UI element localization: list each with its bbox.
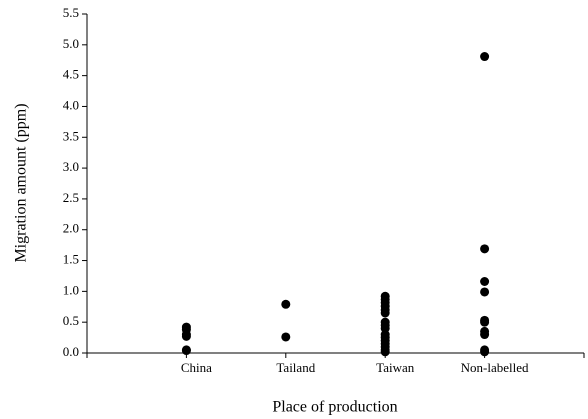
dot	[480, 347, 490, 357]
dot	[480, 52, 490, 62]
dot	[480, 330, 490, 340]
y-tick-label: 2.0	[63, 221, 79, 236]
dot	[380, 323, 390, 333]
dot	[181, 346, 191, 356]
x-axis-title: Place of production	[272, 399, 397, 416]
dot	[281, 299, 291, 309]
y-tick-label: 5.5	[63, 5, 79, 20]
y-tick-label: 1.0	[63, 282, 79, 297]
x-tick-label: Non-labelled	[461, 360, 529, 375]
dot	[181, 331, 191, 341]
dot	[480, 277, 490, 287]
y-tick-label: 1.5	[63, 252, 79, 267]
dot	[480, 317, 490, 327]
y-tick-label: 2.5	[63, 190, 79, 205]
dot	[281, 332, 291, 342]
x-tick-label: Taiwan	[376, 360, 415, 375]
x-tick-label: Tailand	[276, 360, 315, 375]
y-tick-label: 4.0	[63, 97, 79, 112]
y-axis-title: Migration amount (ppm)	[13, 103, 30, 262]
y-tick-label: 4.5	[63, 67, 79, 82]
y-tick-label: 0.0	[63, 344, 79, 359]
y-tick-label: 3.0	[63, 159, 79, 174]
y-tick-label: 3.5	[63, 128, 79, 143]
dot	[380, 347, 390, 357]
y-tick-label: 5.0	[63, 36, 79, 51]
dot	[380, 308, 390, 318]
y-tick-label: 0.5	[63, 313, 79, 328]
dot	[480, 287, 490, 297]
x-tick-label: China	[181, 360, 212, 375]
dot	[480, 244, 490, 254]
